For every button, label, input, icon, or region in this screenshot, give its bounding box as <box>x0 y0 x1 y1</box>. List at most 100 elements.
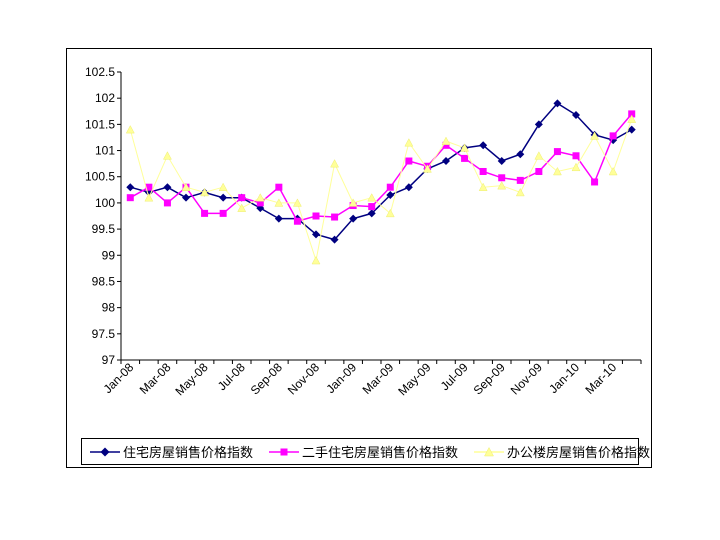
data-point <box>553 148 561 156</box>
chart-frame: 97 97.5 98 98.5 99 99.5 100 100.5 101 101.5 102 102… <box>66 48 652 468</box>
data-point <box>591 178 599 186</box>
data-point <box>218 182 228 191</box>
y-tick-label: 100 <box>95 196 115 210</box>
legend-label-series-0: 住宅房屋销售价格指数 <box>123 445 254 460</box>
data-point <box>572 110 580 119</box>
data-point <box>163 199 171 207</box>
data-point <box>256 199 264 207</box>
data-point <box>311 255 321 265</box>
y-tick-label: 101.5 <box>85 117 115 131</box>
data-point <box>255 193 265 202</box>
y-tick-label: 100.5 <box>85 170 115 184</box>
legend-swatch-triangle <box>474 446 505 456</box>
y-tick-label: 101 <box>95 144 115 158</box>
line-chart: 97 97.5 98 98.5 99 99.5 100 100.5 101 101.5 102 102… <box>85 65 642 398</box>
data-point <box>275 183 283 191</box>
data-point <box>125 125 135 134</box>
legend-label-series-1: 二手住宅房屋销售价格指数 <box>302 445 459 460</box>
data-point <box>126 183 135 192</box>
data-point <box>515 187 525 197</box>
data-point <box>627 125 636 134</box>
data-point <box>201 209 209 217</box>
data-point <box>441 136 451 145</box>
x-tick-label: Nov-09 <box>508 360 545 397</box>
data-point <box>331 213 339 221</box>
y-tick-label: 98 <box>102 301 116 315</box>
y-tick-label: 97.5 <box>92 327 116 341</box>
data-point <box>479 141 488 150</box>
data-point <box>534 120 543 129</box>
chart-axes: 97 97.5 98 98.5 99 99.5 100 100.5 101 101.5 102 102… <box>85 65 642 398</box>
data-point <box>312 212 320 220</box>
series-line-2 <box>129 118 633 261</box>
data-point <box>144 193 154 202</box>
data-point <box>553 99 562 108</box>
data-point <box>293 198 302 207</box>
data-point <box>219 209 227 217</box>
data-point <box>163 183 172 192</box>
data-point <box>442 141 450 149</box>
x-tick-label: Jul-08 <box>215 360 248 393</box>
data-point <box>608 166 618 176</box>
data-point <box>442 157 450 166</box>
legend-item-series-0: 住宅房屋销售价格指数 <box>90 442 253 461</box>
y-tick-label: 98.5 <box>92 274 116 288</box>
x-tick-label: Jan-09 <box>323 360 359 396</box>
data-point <box>479 167 487 175</box>
data-point <box>534 151 544 160</box>
data-point <box>312 230 320 239</box>
data-point <box>200 187 209 197</box>
y-tick-label: 97 <box>102 353 116 367</box>
data-point <box>572 152 580 160</box>
data-point <box>609 132 617 140</box>
x-tick-label: Jul-09 <box>438 360 471 393</box>
legend-swatch-square <box>269 448 300 455</box>
data-point <box>460 143 469 152</box>
legend-label-series-2: 办公楼房屋销售价格指数 <box>507 445 651 460</box>
series-2 <box>125 114 637 265</box>
data-point <box>237 203 247 212</box>
y-tick-label: 102 <box>95 91 115 105</box>
y-tick-label: 99 <box>102 248 116 262</box>
series-line-0 <box>130 102 633 241</box>
data-point <box>274 214 283 223</box>
data-point <box>571 162 581 172</box>
data-point <box>627 114 637 123</box>
x-tick-label: May-09 <box>395 360 433 398</box>
data-point <box>367 193 377 202</box>
data-point <box>478 182 488 191</box>
series-line-1 <box>129 113 633 223</box>
data-point <box>368 203 376 211</box>
x-tick-label: Sep-08 <box>248 360 285 397</box>
chart-legend: 住宅房屋销售价格指数 二手住宅房屋销售价格指数 办公楼房屋销售价格指数 <box>81 438 650 465</box>
series-1 <box>126 110 636 225</box>
data-point <box>348 198 358 207</box>
series-layer <box>125 99 637 265</box>
data-point <box>181 182 191 191</box>
data-point <box>126 194 134 202</box>
data-point <box>367 209 376 218</box>
data-point <box>163 151 172 160</box>
data-point <box>461 154 469 162</box>
y-tick-label: 102.5 <box>85 65 115 79</box>
data-point <box>497 181 507 190</box>
data-point <box>330 235 339 244</box>
data-point <box>404 138 414 147</box>
data-point <box>535 167 543 175</box>
data-point <box>590 131 599 140</box>
data-point <box>349 214 358 223</box>
data-point <box>423 164 432 173</box>
data-point <box>219 193 228 202</box>
data-point <box>516 176 524 184</box>
data-point <box>553 166 562 176</box>
data-point <box>274 198 284 207</box>
data-point <box>293 217 301 225</box>
data-point <box>497 157 506 166</box>
legend-swatch-diamond <box>90 447 120 456</box>
data-point <box>405 157 413 165</box>
data-point <box>330 159 339 168</box>
y-tick-label: 99.5 <box>92 222 116 236</box>
x-tick-label: Mar-08 <box>137 360 174 397</box>
x-tick-label: Mar-10 <box>582 360 619 397</box>
data-point <box>386 183 394 191</box>
